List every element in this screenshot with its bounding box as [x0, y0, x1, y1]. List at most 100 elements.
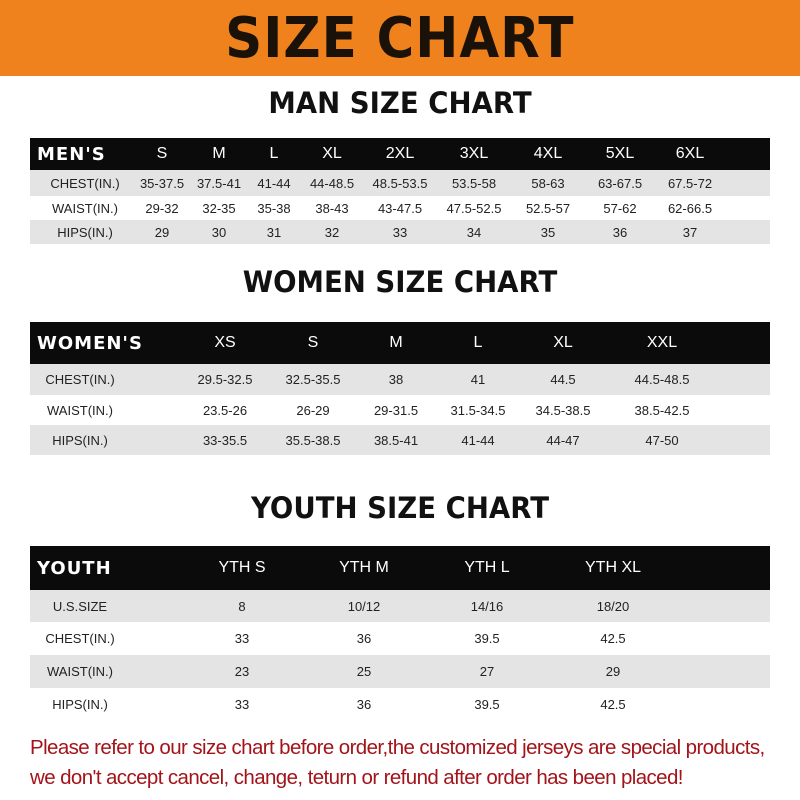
- table-row: WAIST(IN.) 29-32 32-35 35-38 38-43 43-47.5 47.…: [30, 196, 770, 220]
- table-cell: 43-47.5: [377, 200, 423, 216]
- table-cell: 44-48.5: [309, 175, 355, 191]
- row-label: WAIST(IN.): [52, 200, 118, 216]
- table-cell: 62-66.5: [667, 200, 713, 216]
- size-header: YTH M: [339, 559, 389, 576]
- table-cell: 38.5-42.5: [634, 402, 690, 418]
- table-cell: 10/12: [347, 598, 381, 614]
- size-header: S: [156, 145, 168, 162]
- order-notice: Please refer to our size chart before or…: [30, 733, 790, 793]
- header-row: WOMEN'S XS S M L XL XXL: [30, 322, 770, 364]
- table-row: CHEST(IN.) 29.5-32.5 32.5-35.5 38 41 44.5 44.5…: [30, 364, 770, 395]
- banner-title: SIZE CHART: [225, 5, 575, 71]
- youth-size-table: YOUTH YTH S YTH M YTH L YTH XL U.S.SIZE 8 10/12…: [30, 546, 770, 720]
- women-section-title: WOMEN SIZE CHART: [242, 265, 558, 299]
- size-header: L: [473, 334, 483, 351]
- size-header: XL: [553, 334, 573, 351]
- table-cell: 44.5-48.5: [634, 372, 690, 387]
- table-row: HIPS(IN.) 29 30 31 32 33 34 35 36 37: [30, 220, 770, 244]
- table-cell: 33-35.5: [202, 432, 248, 448]
- size-header: XS: [214, 334, 236, 351]
- size-header: YTH XL: [584, 559, 642, 576]
- table-cell: 63-67.5: [597, 175, 643, 191]
- table-cell: 36: [356, 696, 372, 712]
- table-cell: 35-38: [257, 200, 291, 216]
- table-cell: 29.5-32.5: [197, 372, 253, 387]
- table-cell: 38.5-41: [373, 432, 419, 448]
- table-row: CHEST(IN.) 35-37.5 37.5-41 41-44 44-48.5 48.5…: [30, 170, 770, 196]
- row-label: WAIST(IN.): [47, 664, 113, 679]
- table-cell: 37.5-41: [196, 175, 242, 191]
- youth-section-title: YOUTH SIZE CHART: [250, 491, 550, 525]
- size-header: 5XL: [605, 145, 635, 162]
- table-cell: 48.5-53.5: [372, 175, 428, 191]
- header-row: YOUTH YTH S YTH M YTH L YTH XL: [30, 546, 770, 590]
- table-row: WAIST(IN.) 23 25 27 29: [30, 655, 770, 688]
- table-cell: 47.5-52.5: [446, 200, 502, 216]
- table-cell: 32: [324, 224, 340, 240]
- table-cell: 38-43: [315, 200, 349, 216]
- table-cell: 14/16: [470, 598, 504, 614]
- women-size-table: WOMEN'S XS S M L XL XXL CHEST(IN.) 29.5-32.5 32.5…: [30, 322, 770, 455]
- table-cell: 52.5-57: [525, 200, 571, 216]
- table-row: WAIST(IN.) 23.5-26 26-29 29-31.5 31.5-34.5 34…: [30, 395, 770, 425]
- size-header: 3XL: [459, 145, 489, 162]
- table-cell: 35: [540, 224, 556, 240]
- table-cell: 27: [479, 664, 495, 679]
- table-cell: 42.5: [600, 696, 626, 712]
- table-cell: 32-35: [202, 200, 236, 216]
- table-cell: 37: [682, 224, 698, 240]
- notice-line-1: Please refer to our size chart before or…: [30, 736, 765, 759]
- size-header: 2XL: [385, 145, 415, 162]
- size-header: YTH S: [218, 559, 266, 576]
- table-cell: 18/20: [596, 598, 630, 614]
- table-row: HIPS(IN.) 33 36 39.5 42.5: [30, 688, 770, 720]
- table-cell: 34: [466, 224, 482, 240]
- table-row: CHEST(IN.) 33 36 39.5 42.5: [30, 622, 770, 655]
- header-row: MEN'S S M L XL 2XL 3XL 4XL 5XL 6XL: [30, 138, 770, 170]
- row-label: U.S.SIZE: [52, 598, 108, 614]
- table-cell: 29-31.5: [373, 402, 419, 418]
- table-cell: 26-29: [296, 402, 330, 418]
- table-cell: 31.5-34.5: [450, 402, 506, 418]
- table-cell: 33: [234, 631, 250, 646]
- table-cell: 35.5-38.5: [285, 432, 341, 448]
- row-label: CHEST(IN.): [45, 372, 115, 387]
- table-cell: 36: [612, 224, 628, 240]
- row-label: CHEST(IN.): [45, 631, 115, 646]
- table-cell: 29-32: [145, 200, 179, 216]
- corner-label: MEN'S: [37, 143, 106, 165]
- size-header: 6XL: [675, 145, 705, 162]
- size-header: 4XL: [533, 145, 563, 162]
- table-cell: 35-37.5: [139, 175, 185, 191]
- table-cell: 23: [234, 664, 250, 679]
- table-cell: 53.5-58: [451, 175, 497, 191]
- table-cell: 57-62: [603, 200, 637, 216]
- table-cell: 67.5-72: [667, 175, 713, 191]
- table-cell: 58-63: [531, 175, 565, 191]
- table-cell: 30: [211, 224, 227, 240]
- men-section-title: MAN SIZE CHART: [268, 86, 532, 120]
- row-label: WAIST(IN.): [47, 402, 113, 418]
- size-header: XXL: [646, 334, 678, 351]
- table-row: U.S.SIZE 8 10/12 14/16 18/20: [30, 590, 770, 622]
- men-size-table: MEN'S S M L XL 2XL 3XL 4XL 5XL 6XL CHEST(IN.) 35-37…: [30, 138, 770, 244]
- row-label: HIPS(IN.): [52, 696, 108, 712]
- corner-label: WOMEN'S: [37, 332, 143, 354]
- table-cell: 44-47: [546, 432, 580, 448]
- size-header: YTH L: [464, 559, 510, 576]
- table-cell: 33: [392, 224, 408, 240]
- notice-line-2: we don't accept cancel, change, teturn o…: [30, 766, 683, 789]
- table-cell: 47-50: [645, 432, 679, 448]
- size-header: M: [389, 334, 403, 351]
- table-cell: 29: [605, 664, 621, 679]
- table-cell: 8: [238, 598, 246, 614]
- row-label: HIPS(IN.): [57, 224, 113, 240]
- size-header: L: [269, 145, 279, 162]
- table-cell: 41: [470, 372, 486, 387]
- table-cell: 44.5: [550, 372, 576, 387]
- row-label: HIPS(IN.): [52, 432, 108, 448]
- table-cell: 23.5-26: [202, 402, 248, 418]
- table-cell: 39.5: [474, 631, 500, 646]
- table-cell: 41-44: [461, 432, 495, 448]
- table-cell: 42.5: [600, 631, 626, 646]
